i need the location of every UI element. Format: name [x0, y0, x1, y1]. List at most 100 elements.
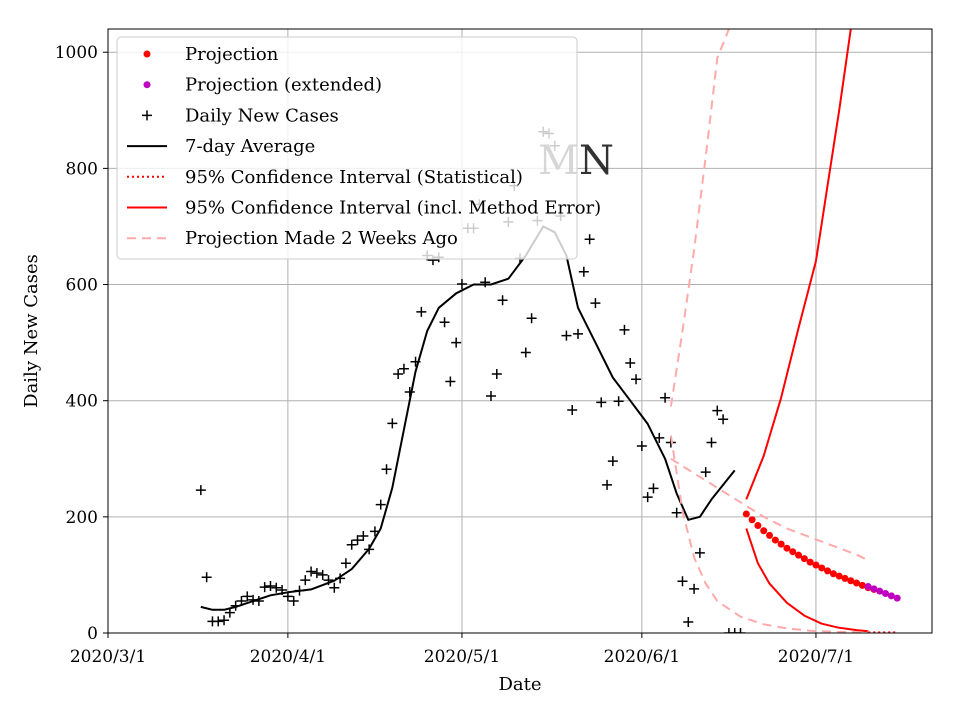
- daily-case-marker: [288, 596, 299, 607]
- daily-case-marker: [201, 572, 212, 583]
- plot-frame: [107, 28, 933, 634]
- daily-case-marker: [607, 456, 618, 467]
- daily-case-marker: [300, 575, 311, 586]
- projection-dot: [748, 516, 756, 524]
- y-tick-label: 1000: [55, 43, 98, 63]
- projection-dot: [853, 579, 861, 587]
- legend-label: Projection (extended): [185, 75, 382, 96]
- series-line-8: [669, 435, 869, 633]
- projection-dot: [789, 548, 797, 556]
- projection-dot: [800, 555, 808, 563]
- daily-case-marker: [718, 414, 729, 425]
- daily-case-marker: [648, 483, 659, 494]
- legend-label: 95% Confidence Interval (incl. Method Er…: [185, 198, 601, 219]
- daily-case-marker: [306, 566, 317, 577]
- daily-case-marker: [456, 278, 467, 289]
- daily-case-marker: [636, 440, 647, 451]
- daily-case-marker: [271, 582, 282, 593]
- daily-case-marker: [578, 266, 589, 277]
- legend: Projection Projection (extended) Daily New…: [116, 36, 601, 260]
- daily-case-marker: [340, 558, 351, 569]
- projection-dot: [812, 561, 820, 569]
- daily-case-marker: [590, 298, 601, 309]
- daily-case-marker: [491, 368, 502, 379]
- series-line-1: [200, 225, 736, 611]
- daily-case-marker: [520, 347, 531, 358]
- daily-case-marker: [393, 368, 404, 379]
- daily-case-marker: [445, 376, 456, 387]
- daily-case-marker: [242, 591, 253, 602]
- daily-case-marker: [451, 337, 462, 348]
- daily-case-marker: [689, 583, 700, 594]
- projection-dot: [766, 531, 774, 539]
- daily-case-marker: [712, 405, 723, 416]
- daily-case-marker: [735, 628, 746, 633]
- daily-case-marker: [694, 547, 705, 558]
- projection-dot: [742, 510, 750, 518]
- daily-case-marker: [729, 628, 740, 633]
- projection-dot: [783, 544, 791, 552]
- daily-case-marker: [219, 615, 230, 626]
- daily-case-marker: [683, 616, 694, 627]
- y-tick-label: 400: [66, 392, 98, 412]
- projection-extended-dot: [893, 594, 901, 602]
- projection-extended-dot: [882, 590, 890, 598]
- daily-case-marker: [352, 535, 363, 546]
- projection-dot: [841, 574, 849, 582]
- daily-case-marker: [602, 479, 613, 490]
- projection-dot: [847, 577, 855, 585]
- daily-case-marker: [213, 616, 224, 627]
- daily-case-marker: [642, 492, 653, 503]
- daily-case-marker: [573, 328, 584, 339]
- legend-label: Projection Made 2 Weeks Ago: [185, 228, 458, 249]
- x-tick-label: 2020/4/1: [250, 647, 326, 667]
- x-tick-label: 2020/7/1: [778, 647, 854, 667]
- y-tick-label: 800: [66, 159, 98, 179]
- legend-box: [116, 36, 578, 260]
- legend-label: Daily New Cases: [185, 105, 339, 126]
- daily-case-marker: [195, 485, 206, 496]
- daily-case-marker: [311, 568, 322, 579]
- projection-dot: [806, 558, 814, 566]
- daily-case-marker: [700, 467, 711, 478]
- daily-case-marker: [346, 539, 357, 550]
- y-tick-label: 0: [87, 624, 98, 644]
- daily-case-marker: [660, 392, 671, 403]
- projection-dot: [835, 572, 843, 580]
- daily-case-marker: [329, 582, 340, 593]
- daily-case-marker: [596, 397, 607, 408]
- daily-case-marker: [317, 569, 328, 580]
- daily-case-marker: [723, 628, 734, 633]
- projection-dot: [824, 567, 832, 575]
- daily-case-marker: [567, 404, 578, 415]
- projection-dot: [858, 581, 866, 589]
- daily-case-marker: [561, 330, 572, 341]
- projection-dot: [795, 551, 803, 559]
- projection-extended-dot: [876, 587, 884, 595]
- daily-case-marker: [381, 464, 392, 475]
- daily-case-marker: [631, 374, 642, 385]
- ticks: 2020/3/1 2020/4/1 2020/5/1 2020/6/1 2020/7/1…: [55, 43, 854, 667]
- daily-case-marker: [358, 531, 369, 542]
- series-line-6: [669, 29, 730, 407]
- legend-handle-projection: [143, 50, 151, 58]
- projection-dot: [760, 527, 768, 535]
- legend-label: 95% Confidence Interval (Statistical): [185, 167, 523, 188]
- daily-case-marker: [404, 386, 415, 397]
- x-tick-label: 2020/6/1: [604, 647, 680, 667]
- daily-case-marker: [387, 418, 398, 429]
- y-tick-label: 600: [66, 276, 98, 296]
- daily-case-marker: [398, 363, 409, 374]
- x-tick-label: 2020/3/1: [70, 647, 146, 667]
- projection-extended-dot: [864, 583, 872, 591]
- series-line-5: [745, 528, 869, 633]
- daily-case-marker: [259, 582, 270, 593]
- y-axis-label: Daily New Cases: [21, 254, 42, 408]
- series-line-4: [745, 29, 852, 500]
- daily-case-marker: [526, 313, 537, 324]
- daily-case-marker: [619, 324, 630, 335]
- projection-dot: [777, 540, 785, 548]
- x-axis-label: Date: [498, 674, 541, 695]
- projection-dot: [818, 564, 826, 572]
- daily-case-marker: [654, 432, 665, 443]
